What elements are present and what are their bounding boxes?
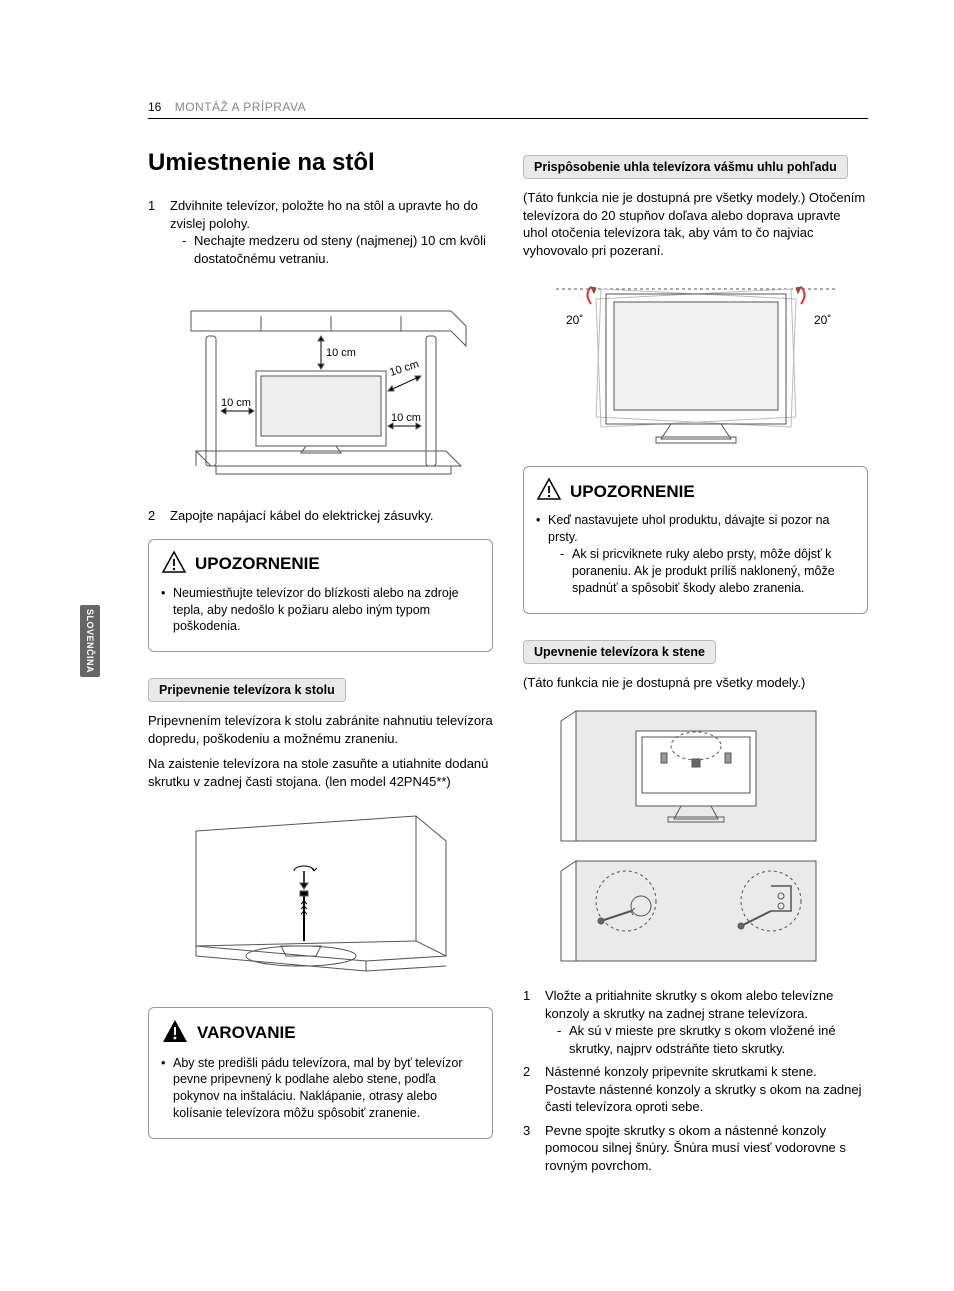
fig-label-top: 10 cm [326,347,356,359]
subheading-angle: Prispôsobenie uhla televízora vášmu uhlu… [523,155,848,179]
figure-swivel: 20˚ 20˚ [523,269,868,454]
language-tab: SLOVENČINA [80,605,100,677]
angle-left-label: 20˚ [566,313,583,327]
angle-right-label: 20˚ [814,313,831,327]
figure-wall-mount-2 [523,856,868,971]
caution-icon [161,550,187,579]
subheading-secure-table: Pripevnenie televízora k stolu [148,678,346,702]
wall-step-2: 2 Nástenné konzoly pripevnite skrutkami … [523,1063,868,1116]
caution-box-1: UPOZORNENIE •Neumiestňujte televízor do … [148,539,493,653]
para-secure-2: Na zaistenie televízora na stole zasuňte… [148,755,493,790]
step-1: 1 Zdvihnite televízor, položte ho na stô… [148,197,493,267]
wall-step-1: 1 Vložte a pritiahnite skrutky s okom al… [523,987,868,1057]
caution-box-2: UPOZORNENIE • Keď nastavujete uhol produ… [523,466,868,613]
page-content: 16 MONTÁŽ A PRÍPRAVA Umiestnenie na stôl… [148,100,868,1189]
main-heading: Umiestnenie na stôl [148,149,493,177]
page-number: 16 [148,100,161,114]
warning-icon [161,1018,189,1049]
figure-screw-stand [148,801,493,991]
fig-label-left: 10 cm [221,397,251,409]
right-column: Prispôsobenie uhla televízora vášmu uhlu… [523,149,868,1189]
subheading-wall: Upevnenie televízora k stene [523,640,716,664]
caution-icon [536,477,562,506]
para-secure-1: Pripevnením televízora k stolu zabránite… [148,712,493,747]
wall-step-3: 3 Pevne spojte skrutky s okom a nástenné… [523,1122,868,1175]
left-column: Umiestnenie na stôl 1 Zdvihnite televízo… [148,149,493,1189]
fig-label-right: 10 cm [391,412,421,424]
section-title: MONTÁŽ A PRÍPRAVA [175,100,306,114]
figure-wall-mount-1 [523,701,868,846]
para-wall-note: (Táto funkcia nie je dostupná pre všetky… [523,674,868,692]
page-header: 16 MONTÁŽ A PRÍPRAVA [148,100,868,119]
figure-tv-on-table: 10 cm 10 cm 10 cm 10 cm [148,281,493,491]
warning-box: VAROVANIE •Aby ste predišli pádu televíz… [148,1007,493,1140]
step-2: 2 Zapojte napájací kábel do elektrickej … [148,507,493,525]
para-angle: (Táto funkcia nie je dostupná pre všetky… [523,189,868,259]
